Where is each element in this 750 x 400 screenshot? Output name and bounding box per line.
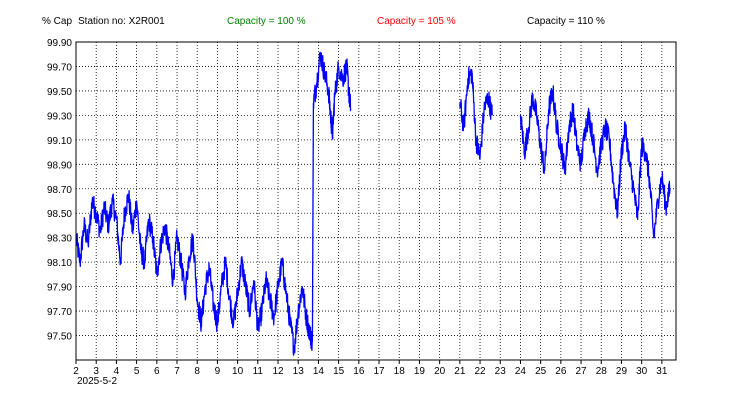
y-tick-label: 99.30 <box>47 111 72 122</box>
x-tick-label: 27 <box>575 366 587 377</box>
x-tick-label: 18 <box>394 366 406 377</box>
y-tick-label: 99.90 <box>47 38 72 49</box>
x-tick-label: 31 <box>656 366 668 377</box>
x-tick-label: 25 <box>535 366 547 377</box>
series-line <box>311 51 352 342</box>
y-tick-label: 99.70 <box>47 62 72 73</box>
x-tick-label: 24 <box>515 366 527 377</box>
y-tick-label: 99.10 <box>47 136 72 147</box>
x-tick-labels: 2 3 4 5 6 7 8 9 10 11 12 13 14 15 16 17 18 19 20 21 22 23 24 25… <box>73 366 668 377</box>
station-label: Station no: X2R001 <box>78 16 165 27</box>
grid-layer <box>75 41 676 364</box>
x-tick-label: 20 <box>434 366 446 377</box>
y-tick-label: 98.10 <box>47 258 72 269</box>
x-tick-label: 30 <box>636 366 648 377</box>
x-tick-label: 28 <box>596 366 608 377</box>
y-tick-label: 98.30 <box>47 234 72 245</box>
x-tick-label: 10 <box>232 366 244 377</box>
x-tick-label: 6 <box>154 366 160 377</box>
y-tick-label: 97.70 <box>47 307 72 318</box>
series-layer <box>75 51 671 356</box>
x-tick-label: 19 <box>414 366 426 377</box>
y-tick-label: 98.50 <box>47 209 72 220</box>
series-line <box>459 66 493 160</box>
x-tick-label: 9 <box>215 366 221 377</box>
y-tick-label: 97.50 <box>47 332 72 343</box>
capacity-100-label: Capacity = 100 % <box>227 16 306 27</box>
x-tick-label: 7 <box>174 366 180 377</box>
x-tick-label: 15 <box>333 366 345 377</box>
x-tick-label: 3 <box>93 366 99 377</box>
plot-frame <box>75 41 677 361</box>
y-tick-label: 99.50 <box>47 87 72 98</box>
x-tick-label: 13 <box>293 366 305 377</box>
y-tick-label: 97.90 <box>47 283 72 294</box>
series-line <box>519 85 671 239</box>
x-tick-label: 29 <box>616 366 628 377</box>
series-line <box>75 190 314 356</box>
x-axis-date-label: 2025-5-2 <box>77 376 117 387</box>
x-tick-label: 21 <box>454 366 466 377</box>
x-tick-label: 22 <box>474 366 486 377</box>
x-tick-label: 2 <box>73 366 79 377</box>
x-tick-label: 14 <box>313 366 325 377</box>
x-tick-label: 26 <box>555 366 567 377</box>
y-tick-label: 98.90 <box>47 160 72 171</box>
x-tick-label: 4 <box>114 366 120 377</box>
x-tick-label: 16 <box>353 366 365 377</box>
capacity-105-label: Capacity = 105 % <box>377 16 456 27</box>
y-tick-labels: 99.90 99.70 99.50 99.30 99.10 98.90 98.70 98.50… <box>47 38 72 343</box>
x-tick-label: 8 <box>194 366 200 377</box>
x-tick-label: 23 <box>495 366 507 377</box>
x-tick-label: 17 <box>373 366 385 377</box>
x-tick-label: 12 <box>272 366 284 377</box>
capacity-110-label: Capacity = 110 % <box>527 16 605 27</box>
y-unit-label: % Cap <box>42 16 72 27</box>
x-tick-label: 5 <box>134 366 140 377</box>
x-tick-label: 11 <box>253 366 264 377</box>
y-tick-label: 98.70 <box>47 185 72 196</box>
